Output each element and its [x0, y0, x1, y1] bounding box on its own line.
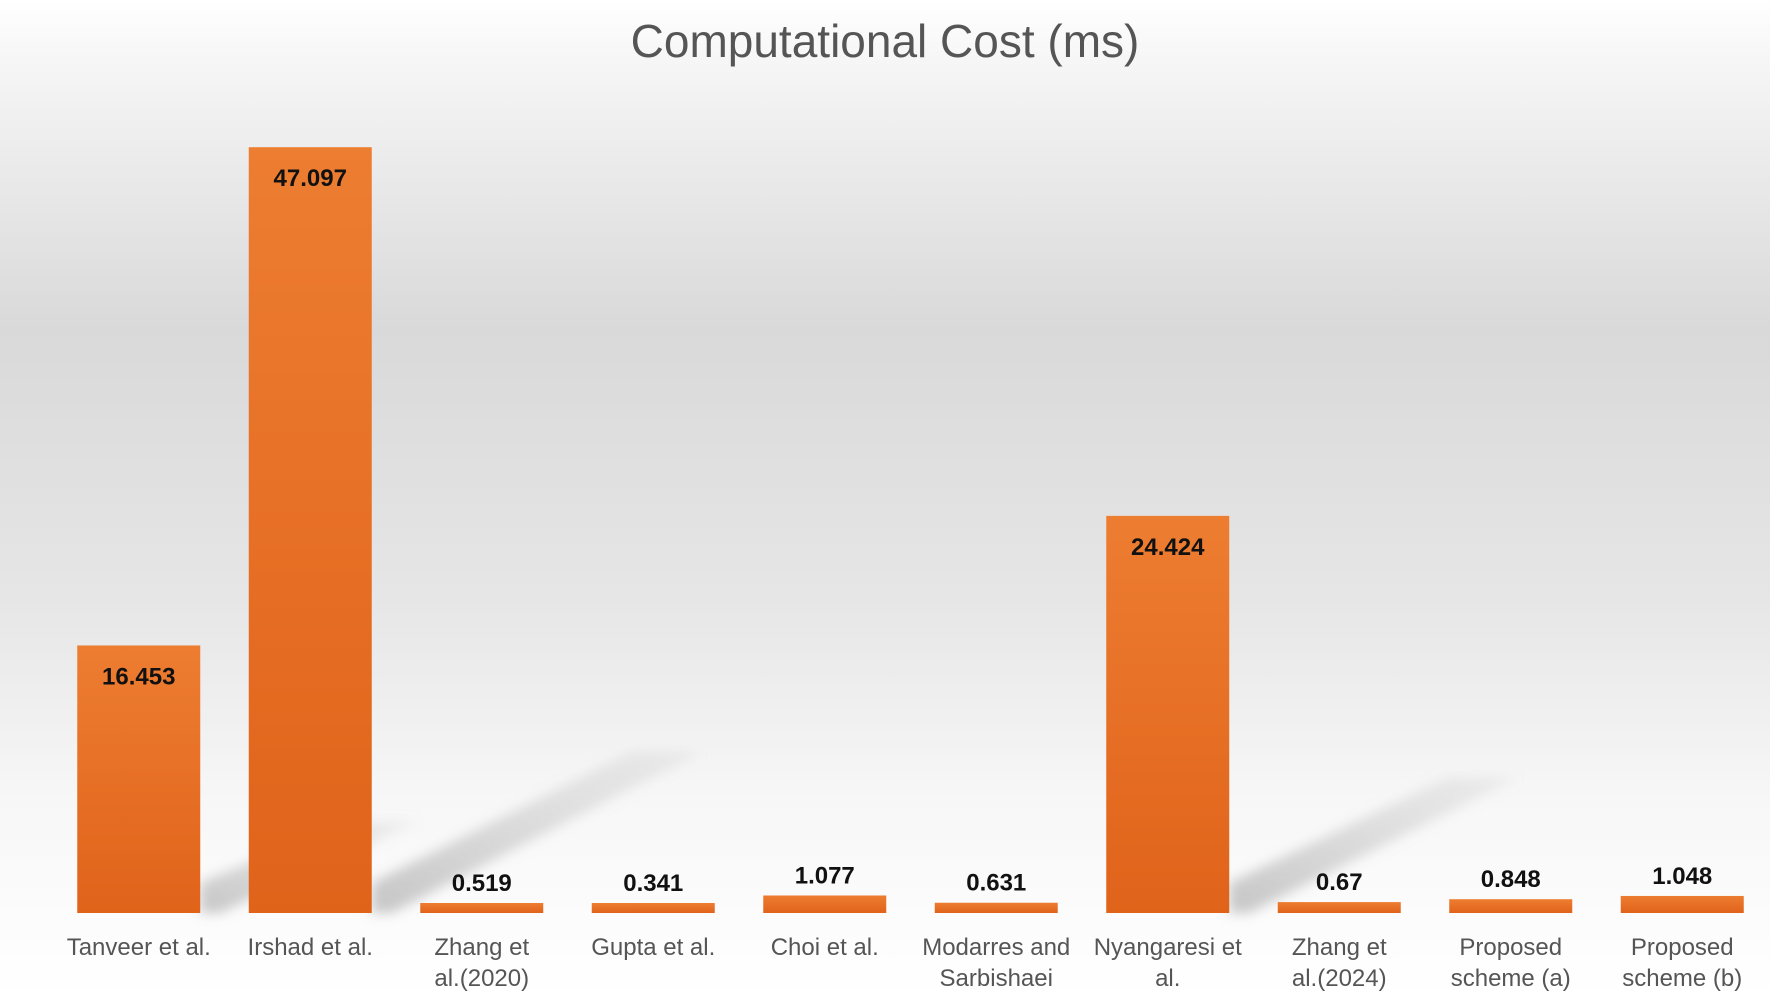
data-label: 1.077 — [795, 862, 855, 889]
chart-title: Computational Cost (ms) — [630, 15, 1140, 67]
data-label: 0.341 — [623, 870, 683, 897]
bar — [763, 895, 887, 913]
data-label: 0.67 — [1316, 869, 1363, 896]
bar — [591, 903, 715, 913]
category-label: Modarres and Sarbishaei — [922, 934, 1070, 992]
bar-shadow — [371, 751, 702, 913]
bar — [248, 147, 372, 914]
bar — [1277, 902, 1401, 913]
bar — [1106, 515, 1230, 913]
category-label: Choi et al. — [771, 934, 879, 961]
data-label: 0.519 — [452, 870, 512, 897]
category-label: Tanveer et al. — [67, 934, 211, 961]
category-label: Nyangaresi et al. — [1094, 934, 1242, 992]
bar — [77, 645, 201, 913]
bar — [420, 903, 544, 913]
bar — [1449, 899, 1573, 913]
data-label: 16.453 — [102, 663, 175, 690]
bar — [1620, 895, 1744, 913]
data-label: 47.097 — [274, 165, 347, 192]
data-label: 24.424 — [1131, 534, 1205, 561]
data-label: 0.631 — [966, 870, 1026, 897]
data-label: 1.048 — [1652, 863, 1712, 890]
bar-shadow — [1229, 777, 1518, 913]
category-label: Proposed scheme (a) — [1451, 934, 1571, 992]
category-label: Irshad et al. — [248, 934, 373, 961]
category-label: Zhang et al.(2020) — [434, 934, 529, 992]
category-label: Proposed scheme (b) — [1622, 934, 1742, 992]
category-label: Zhang et al.(2024) — [1292, 934, 1387, 992]
bar — [934, 902, 1058, 913]
data-label: 0.848 — [1481, 866, 1541, 893]
category-label: Gupta et al. — [591, 934, 715, 961]
